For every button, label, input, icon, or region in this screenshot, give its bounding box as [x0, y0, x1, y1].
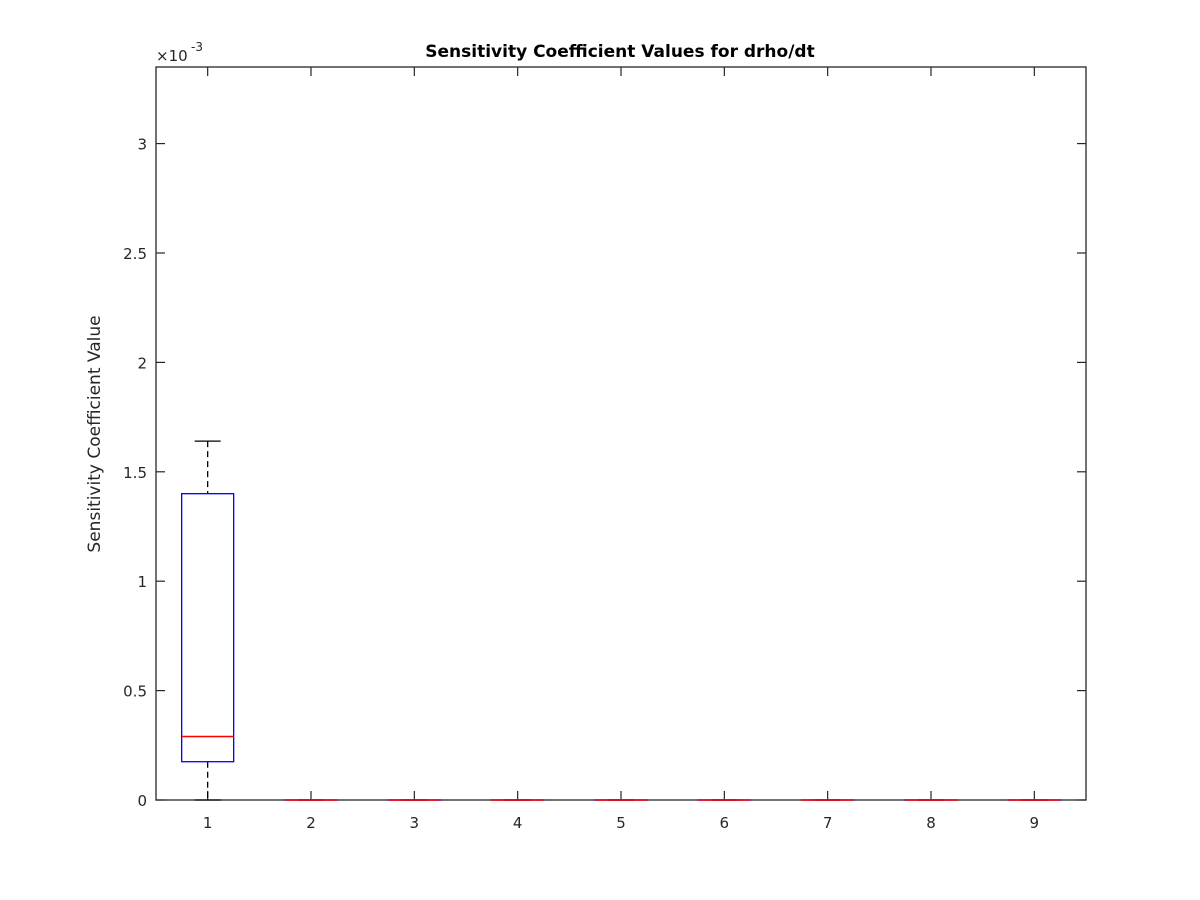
- chart-title: Sensitivity Coefficient Values for drho/…: [425, 42, 814, 62]
- y-tick-label: 2: [137, 354, 147, 372]
- box: [181, 493, 235, 763]
- x-tick-label: 1: [203, 814, 213, 832]
- x-tick-label: 4: [513, 814, 523, 832]
- y-tick-label: 3: [137, 136, 147, 154]
- y-tick-label: 1.5: [123, 464, 147, 482]
- y-axis-label: Sensitivity Coefficient Value: [85, 315, 105, 552]
- x-tick-label: 2: [306, 814, 316, 832]
- plot-area: 0 0.5 1 1.5 2 2.5 3 1 2 3 4 5 6 7 8 9: [123, 66, 1087, 832]
- x-tick-label: 8: [926, 814, 936, 832]
- y-multiplier-exponent: -3: [191, 40, 203, 54]
- y-tick-label: 0: [137, 792, 147, 810]
- y-axis-multiplier: ×10 -3: [156, 40, 203, 65]
- x-tick-label: 7: [823, 814, 833, 832]
- y-tick-label: 0.5: [123, 683, 147, 701]
- x-tick-label: 3: [410, 814, 420, 832]
- x-tick-label: 6: [720, 814, 730, 832]
- y-tick-label: 2.5: [123, 245, 147, 263]
- x-tick-label: 5: [616, 814, 626, 832]
- y-multiplier-base: ×10: [156, 47, 188, 65]
- y-tick-label: 1: [137, 573, 147, 591]
- x-tick-label: 9: [1030, 814, 1040, 832]
